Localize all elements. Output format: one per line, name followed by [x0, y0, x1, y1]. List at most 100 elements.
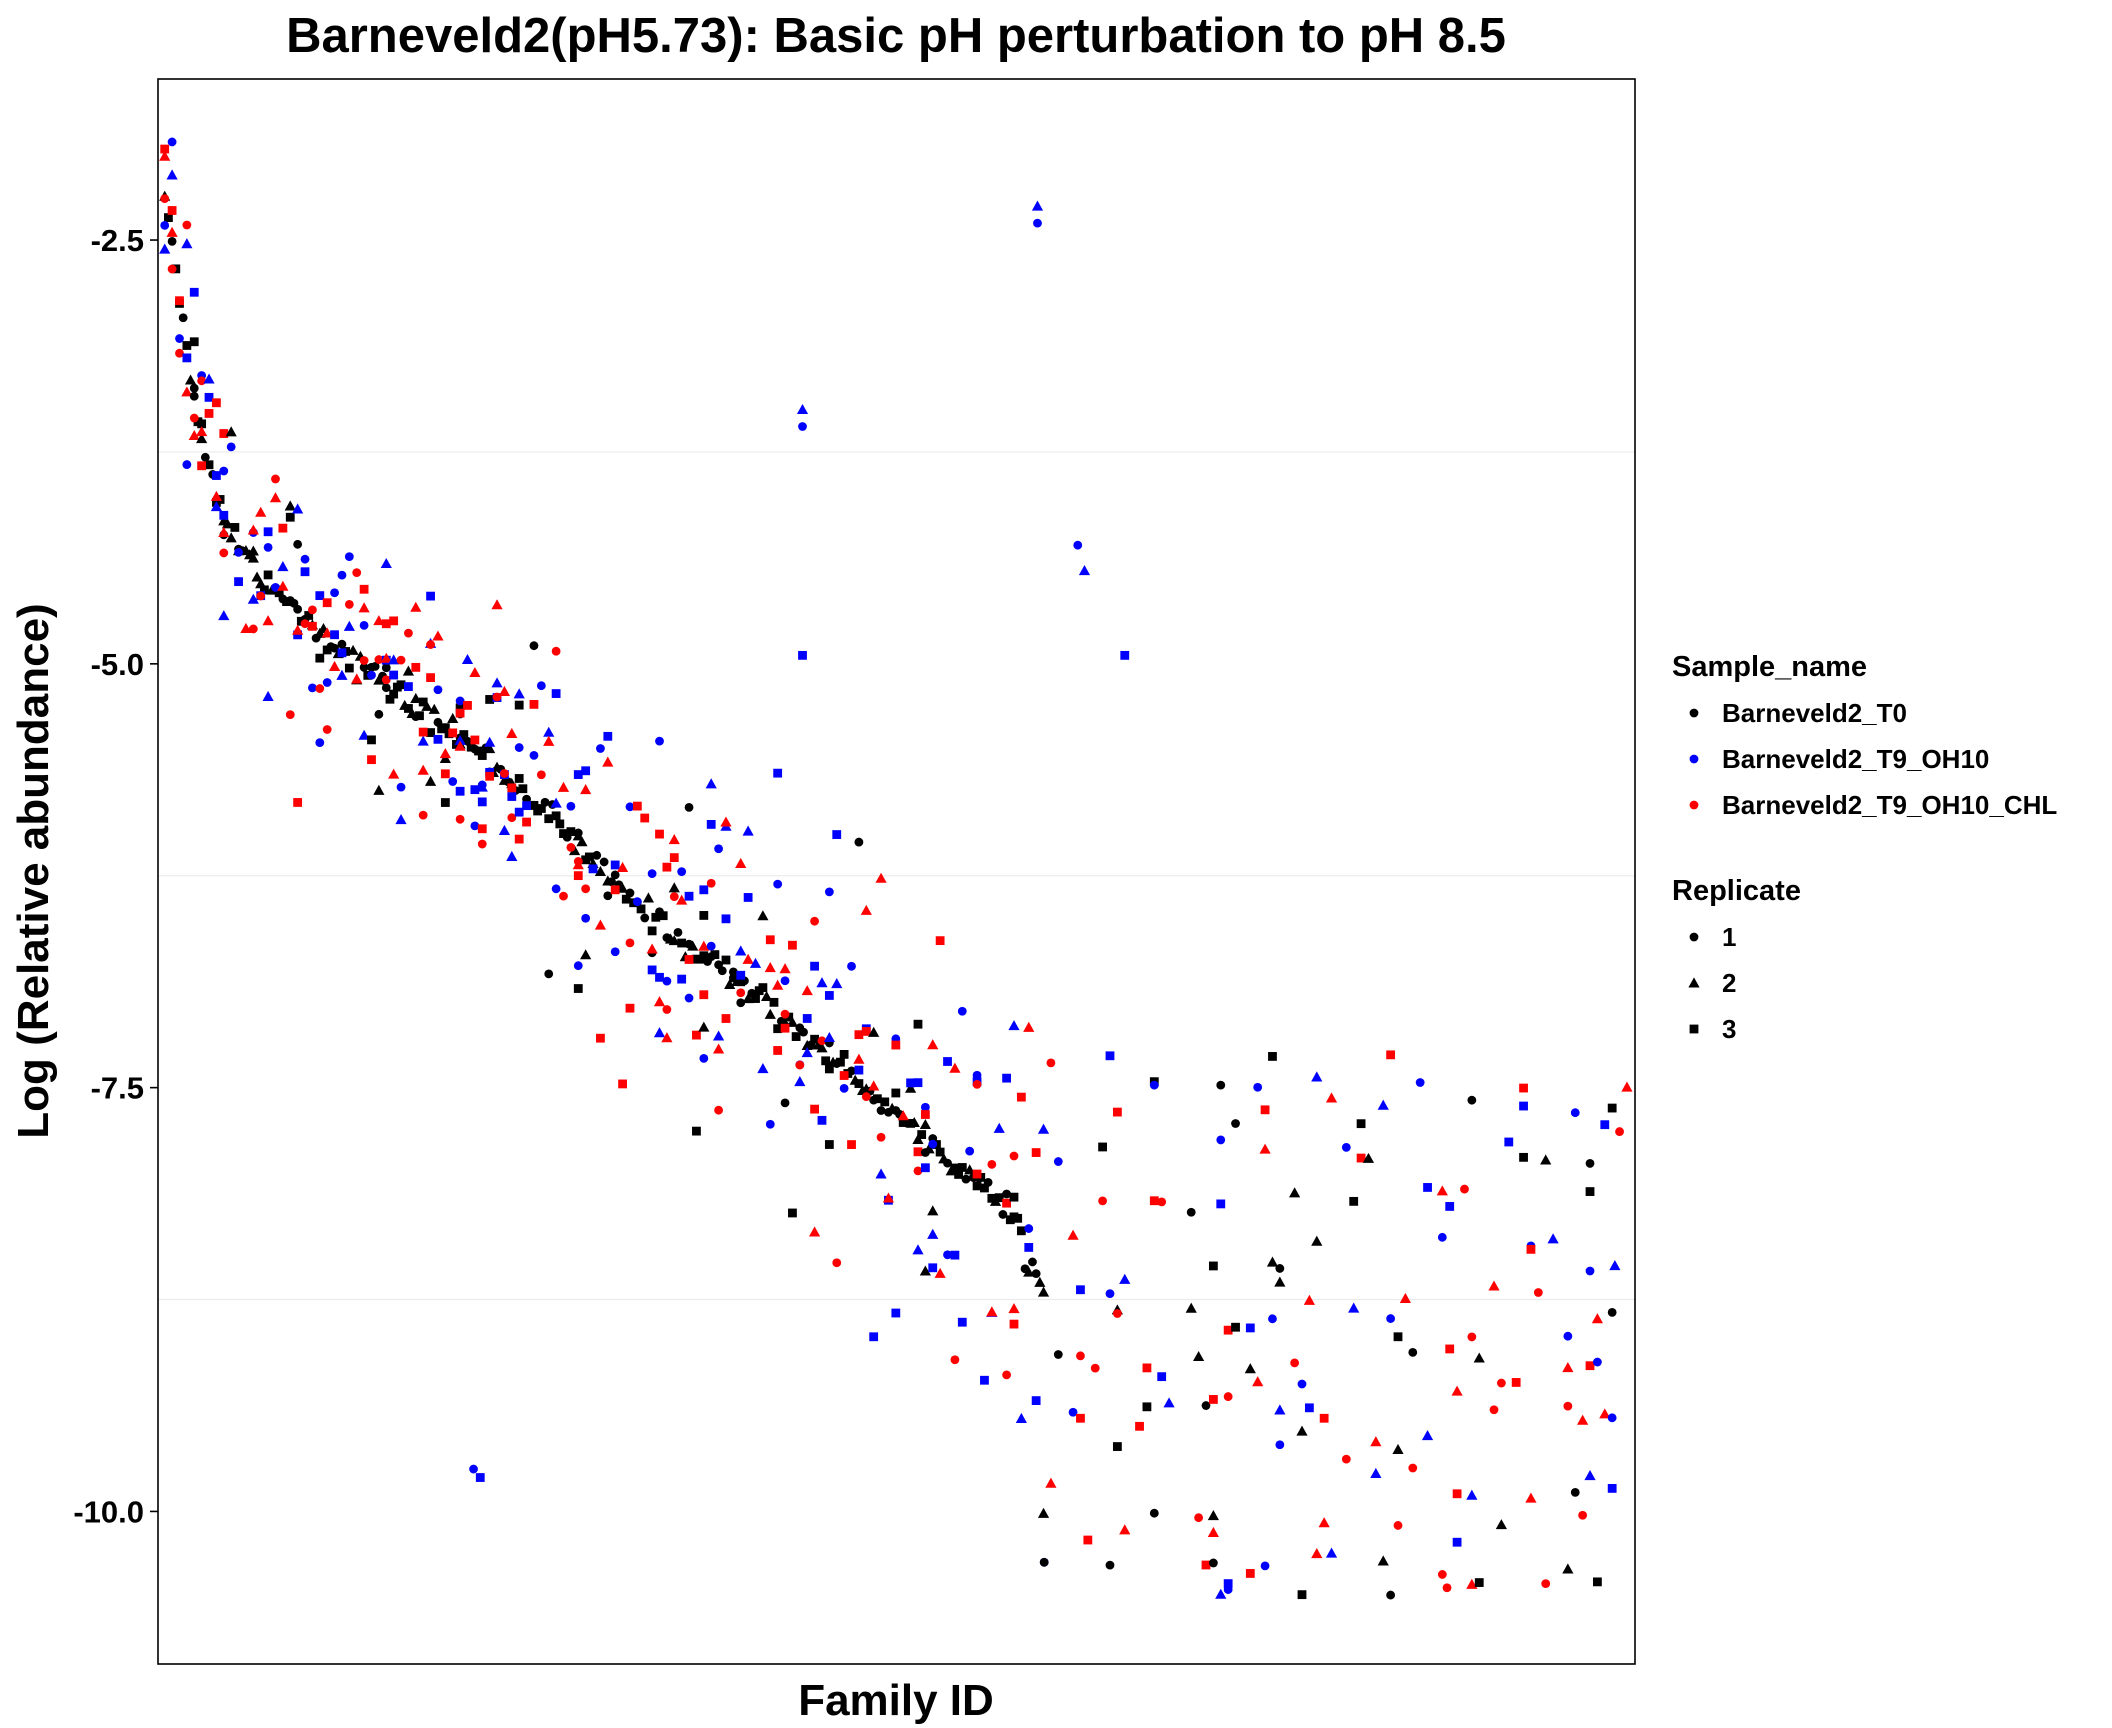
data-point	[699, 911, 709, 920]
point-t0-curve	[599, 857, 609, 867]
data-point	[1231, 1119, 1240, 1128]
data-point	[1163, 1397, 1175, 1408]
point-t0-curve	[344, 663, 354, 673]
point-t0-curve	[742, 993, 754, 1004]
point-t0-curve	[274, 588, 284, 598]
data-point	[402, 665, 415, 676]
data-point	[337, 648, 347, 658]
data-point	[1519, 1152, 1528, 1162]
data-point	[212, 398, 221, 408]
data-point	[491, 677, 503, 688]
data-point	[1037, 1507, 1050, 1518]
data-point	[1585, 1187, 1595, 1196]
data-point	[1037, 1123, 1050, 1134]
data-point	[1245, 1569, 1255, 1578]
data-point	[373, 784, 385, 795]
data-point	[210, 490, 223, 501]
data-point	[655, 972, 664, 982]
data-point	[1215, 1588, 1227, 1599]
data-point	[418, 727, 428, 737]
data-point	[336, 669, 348, 680]
data-point	[175, 296, 184, 306]
data-point	[662, 1005, 672, 1014]
data-point	[1105, 1289, 1115, 1299]
data-point	[181, 386, 193, 397]
data-point	[1231, 1322, 1240, 1332]
data-point	[417, 735, 429, 746]
data-point	[1600, 1120, 1610, 1130]
data-point	[572, 859, 584, 870]
outlier-point	[1120, 650, 1130, 660]
y-tick-label: -2.5	[91, 223, 144, 258]
data-point	[455, 703, 465, 713]
data-point	[927, 1039, 939, 1050]
point-t0-curve	[230, 523, 240, 532]
point-t0-curve	[954, 1170, 964, 1179]
data-point	[262, 690, 274, 701]
data-point	[868, 1026, 880, 1037]
point-t0-curve	[919, 1118, 931, 1130]
data-point	[315, 684, 325, 693]
point-t0-curve	[784, 1012, 794, 1022]
data-point	[823, 1031, 835, 1043]
data-point	[1201, 1401, 1211, 1410]
data-point	[1135, 1421, 1144, 1431]
data-point	[957, 1006, 967, 1016]
point-t0-curve	[410, 692, 422, 703]
data-point	[772, 979, 784, 990]
data-point	[602, 756, 614, 767]
data-point	[692, 1126, 701, 1136]
data-point	[219, 510, 229, 520]
data-point	[219, 429, 229, 438]
data-point	[1289, 1187, 1301, 1198]
point-t0-curve	[625, 888, 635, 898]
data-point	[315, 653, 325, 663]
data-point	[477, 797, 487, 807]
data-point	[160, 220, 170, 230]
point-t0-curve	[529, 801, 539, 810]
data-point	[197, 376, 207, 386]
data-point	[374, 655, 384, 664]
data-point	[1008, 1020, 1020, 1031]
point-t0-curve	[514, 774, 524, 783]
point-t0-curve	[786, 1016, 799, 1027]
data-point	[919, 1265, 931, 1276]
data-point	[513, 688, 525, 699]
data-point	[662, 862, 672, 872]
plot-panel-border	[157, 78, 1636, 1665]
data-point	[1223, 1325, 1233, 1335]
data-point	[380, 652, 392, 663]
data-point	[773, 768, 783, 778]
data-point	[1008, 1303, 1020, 1314]
data-point	[1083, 1535, 1093, 1545]
data-point	[225, 426, 237, 437]
data-point	[196, 426, 208, 437]
point-t0-curve	[189, 383, 199, 393]
data-point	[817, 1115, 827, 1125]
legend-label: Barneveld2_T9_OH10_CHL	[1722, 790, 2057, 820]
data-point	[788, 1208, 797, 1218]
data-point	[1570, 1487, 1580, 1497]
data-point	[330, 588, 339, 598]
data-point	[1466, 1489, 1478, 1500]
data-point	[167, 264, 177, 274]
data-point	[1297, 1590, 1307, 1600]
outlier-point	[1078, 565, 1091, 576]
data-point	[1356, 1153, 1366, 1163]
data-point	[1607, 1483, 1617, 1493]
data-point	[551, 646, 561, 656]
data-point	[1525, 1492, 1537, 1503]
legend-key	[1689, 754, 1699, 764]
data-point	[1563, 1331, 1573, 1341]
point-t0-curve	[658, 911, 668, 921]
data-point	[987, 1159, 997, 1169]
point-t0-curve	[668, 935, 680, 946]
point-t0-curve	[594, 865, 607, 877]
point-t0-curve	[477, 751, 487, 760]
data-point	[646, 943, 658, 954]
data-point	[676, 894, 688, 905]
data-point	[1296, 1425, 1308, 1436]
data-point	[824, 887, 834, 897]
data-point	[359, 656, 369, 665]
data-point	[1046, 1058, 1056, 1068]
